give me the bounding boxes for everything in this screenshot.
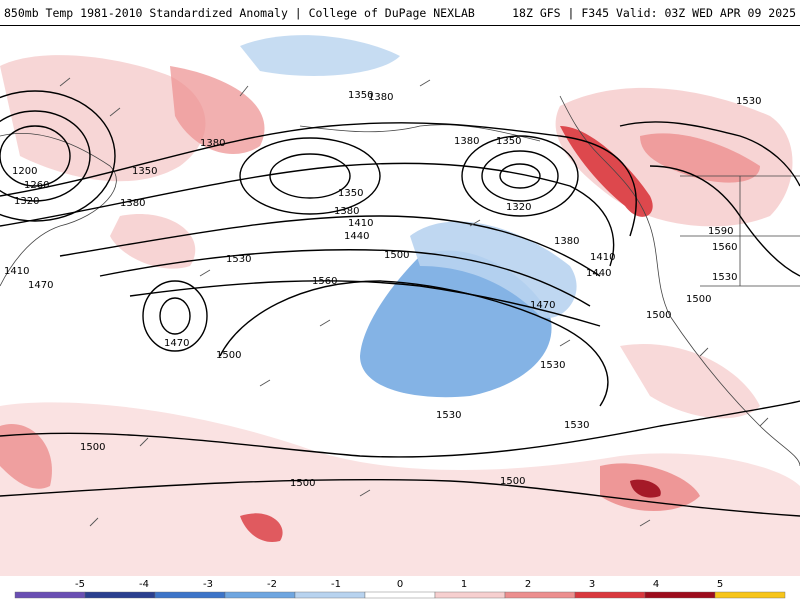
contour-label: 1530 xyxy=(436,410,461,421)
contour-label: 1470 xyxy=(530,300,555,311)
contour-label: 1380 xyxy=(120,198,145,209)
map-header: 850mb Temp 1981-2010 Standardized Anomal… xyxy=(0,0,800,26)
contour-label: 1590 xyxy=(708,226,733,237)
colorbar: -5 -4 -3 -2 -1 0 1 2 3 4 5 xyxy=(0,576,800,600)
contour-labels: 1200 1260 1320 1350 1380 1350 1380 1380 … xyxy=(4,90,761,489)
colorbar-segment xyxy=(14,591,86,599)
map-canvas: 1200 1260 1320 1350 1380 1350 1380 1380 … xyxy=(0,26,800,576)
contour-label: 1410 xyxy=(348,218,373,229)
colorbar-tick-label: 3 xyxy=(589,579,595,590)
colorbar-segment xyxy=(714,591,786,599)
contour-label: 1200 xyxy=(12,166,37,177)
contour-label: 1470 xyxy=(28,280,53,291)
colorbar-tick-label: -1 xyxy=(331,579,341,590)
contour-label: 1500 xyxy=(646,310,671,321)
colorbar-segment xyxy=(574,591,646,599)
contour-label: 1410 xyxy=(4,266,29,277)
contour-label: 1380 xyxy=(368,92,393,103)
contour-label: 1560 xyxy=(312,276,337,287)
weather-map: 1200 1260 1320 1350 1380 1350 1380 1380 … xyxy=(0,26,800,576)
colorbar-tick-label: -3 xyxy=(203,579,213,590)
contour-label: 1320 xyxy=(506,202,531,213)
colorbar-segment xyxy=(224,591,296,599)
colorbar-tick-label: 4 xyxy=(653,579,659,590)
colorbar-segment xyxy=(294,591,366,599)
wind-barbs xyxy=(59,77,769,527)
contour-label: 1530 xyxy=(564,420,589,431)
contour-label: 1440 xyxy=(344,231,369,242)
colorbar-segment xyxy=(364,591,436,599)
contour-label: 1530 xyxy=(736,96,761,107)
colorbar-segment xyxy=(504,591,576,599)
colorbar-tick-label: -4 xyxy=(139,579,149,590)
contour-label: 1260 xyxy=(24,180,49,191)
map-title: 850mb Temp 1981-2010 Standardized Anomal… xyxy=(4,5,475,20)
contour-label: 1500 xyxy=(384,250,409,261)
contour-label: 1560 xyxy=(712,242,737,253)
model-run-info: 18Z GFS | F345 Valid: 03Z WED APR 09 202… xyxy=(512,5,796,20)
colorbar-ticks: -5 -4 -3 -2 -1 0 1 2 3 4 5 xyxy=(75,579,723,590)
contour-label: 1530 xyxy=(712,272,737,283)
contour-label: 1350 xyxy=(338,188,363,199)
height-contours xyxy=(0,90,800,517)
colorbar-segment xyxy=(84,591,156,599)
colorbar-svg: -5 -4 -3 -2 -1 0 1 2 3 4 5 xyxy=(14,579,786,599)
contour-label: 1500 xyxy=(80,442,105,453)
contour-label: 1500 xyxy=(686,294,711,305)
colorbar-segment xyxy=(644,591,716,599)
contour-label: 1500 xyxy=(500,476,525,487)
colorbar-tick-label: 1 xyxy=(461,579,467,590)
contour-label: 1350 xyxy=(132,166,157,177)
contour-label: 1380 xyxy=(334,206,359,217)
contour-label: 1410 xyxy=(590,252,615,263)
contour-label: 1500 xyxy=(290,478,315,489)
anomaly-shading xyxy=(0,35,800,576)
contour-label: 1380 xyxy=(200,138,225,149)
contour-label: 1500 xyxy=(216,350,241,361)
contour-label: 1470 xyxy=(164,338,189,349)
contour-label: 1440 xyxy=(586,268,611,279)
colorbar-tick-label: 0 xyxy=(397,579,403,590)
contour-label: 1380 xyxy=(554,236,579,247)
contour-label: 1530 xyxy=(226,254,251,265)
colorbar-segment xyxy=(434,591,506,599)
colorbar-tick-label: -5 xyxy=(75,579,85,590)
contour-label: 1530 xyxy=(540,360,565,371)
contour-label: 1350 xyxy=(348,90,373,101)
contour-label: 1320 xyxy=(14,196,39,207)
colorbar-tick-label: -2 xyxy=(267,579,277,590)
contour-label: 1380 xyxy=(454,136,479,147)
colorbar-tick-label: 2 xyxy=(525,579,531,590)
contour-label: 1350 xyxy=(496,136,521,147)
colorbar-bar xyxy=(14,591,786,599)
colorbar-tick-label: 5 xyxy=(717,579,723,590)
colorbar-segment xyxy=(154,591,226,599)
